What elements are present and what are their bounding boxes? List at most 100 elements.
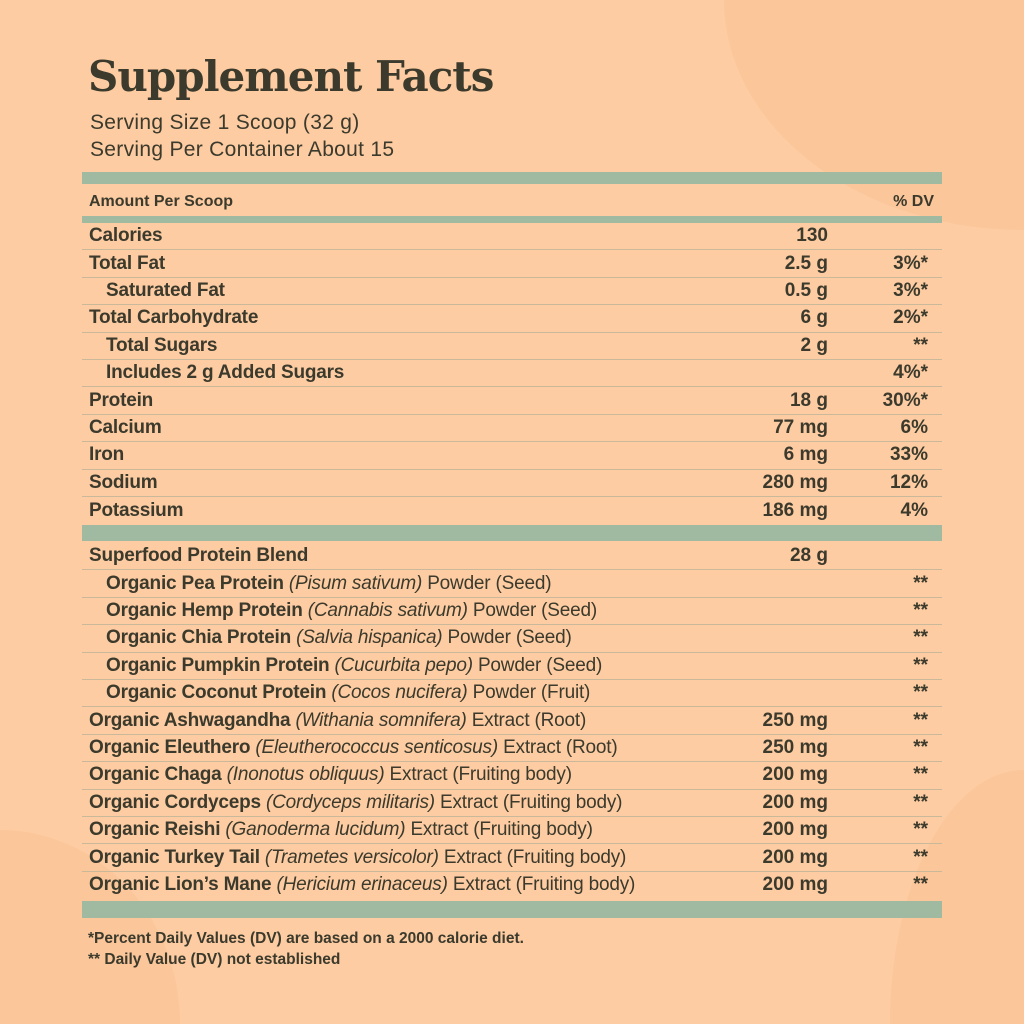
table-row: Calcium 77 mg 6% — [82, 415, 942, 443]
servings-per-container: Serving Per Container About 15 — [90, 138, 395, 161]
ingredient-dv: ** — [913, 736, 928, 758]
nutrient-dv: 6% — [900, 416, 928, 438]
ingredient-label: Organic Eleuthero (Eleutherococcus senti… — [89, 736, 618, 759]
ingredient-dv: ** — [913, 627, 928, 649]
ingredient-amount: 200 mg — [762, 764, 828, 786]
ingredient-label: Organic Lion’s Mane (Hericium erinaceus)… — [89, 874, 635, 896]
nutrient-amount: 2 g — [800, 334, 828, 356]
ingredient-part: Powder (Seed) — [472, 599, 598, 621]
ingredient-label: Organic Turkey Tail (Trametes versicolor… — [89, 847, 626, 869]
ingredient-name: Organic Pumpkin Protein — [106, 654, 330, 676]
ingredient-latin-name: (Cannabis sativum) — [307, 599, 468, 621]
table-row: Superfood Protein Blend 28 g — [82, 543, 942, 571]
ingredient-dv: ** — [913, 572, 928, 594]
nutrient-label: Calcium — [89, 416, 162, 438]
ingredient-name: Organic Turkey Tail — [89, 846, 260, 868]
ingredient-label: Organic Pumpkin Protein (Cucurbita pepo)… — [106, 655, 602, 677]
ingredient-label: Organic Chaga (Inonotus obliquus) Extrac… — [89, 764, 572, 786]
ingredient-dv: ** — [913, 764, 928, 786]
ingredient-dv: ** — [913, 846, 928, 868]
ingredient-part: Extract (Root) — [503, 736, 618, 758]
ingredient-part: Powder (Seed) — [447, 627, 572, 649]
ingredient-label: Organic Ashwagandha (Withania somnifera)… — [89, 710, 586, 732]
table-row: Protein 18 g 30%* — [82, 387, 942, 415]
ingredient-label: Organic Cordyceps (Cordyceps militaris) … — [89, 791, 623, 814]
ingredient-latin-name: (Cordyceps militaris) — [265, 791, 435, 813]
ingredient-name: Organic Reishi — [89, 819, 221, 841]
nutrient-label: Protein — [89, 389, 154, 411]
nutrient-amount: 280 mg — [762, 471, 828, 493]
table-header: Amount Per Scoop % DV — [82, 188, 942, 216]
divider-band — [82, 172, 942, 184]
ingredient-label: Organic Chia Protein (Salvia hispanica) … — [106, 627, 572, 649]
ingredient-latin-name: (Inonotus obliquus) — [226, 764, 385, 786]
ingredient-dv: ** — [913, 874, 928, 896]
ingredient-part: Extract (Fruiting body) — [452, 874, 636, 896]
table-row: Total Carbohydrate 6 g 2%* — [82, 305, 942, 333]
table-row: Organic Chia Protein (Salvia hispanica) … — [82, 625, 942, 653]
ingredient-name: Organic Pea Protein — [106, 572, 284, 594]
nutrient-label: Total Carbohydrate — [89, 307, 259, 329]
nutrient-dv: 4% — [900, 499, 928, 521]
ingredient-latin-name: (Pisum sativum) — [288, 572, 423, 594]
nutrient-dv: 30%* — [882, 389, 928, 411]
table-row: Sodium 280 mg 12% — [82, 470, 942, 497]
ingredient-dv: ** — [913, 599, 928, 621]
table-row: Organic Eleuthero (Eleutherococcus senti… — [82, 735, 942, 763]
ingredient-latin-name: (Ganoderma lucidum) — [225, 819, 406, 841]
ingredient-dv: ** — [913, 791, 928, 813]
ingredient-name: Organic Ashwagandha — [89, 709, 291, 731]
ingredient-amount: 28 g — [789, 545, 828, 567]
table-row: Total Sugars 2 g ** — [82, 333, 942, 360]
ingredient-part: Extract (Fruiting body) — [410, 819, 593, 841]
table-row: Organic Pea Protein (Pisum sativum) Powd… — [82, 570, 942, 598]
serving-size: Serving Size 1 Scoop (32 g) — [90, 111, 360, 134]
ingredient-dv: ** — [913, 819, 928, 841]
ingredient-label: Organic Hemp Protein (Cannabis sativum) … — [106, 600, 597, 622]
table-row: Total Fat 2.5 g 3%* — [82, 250, 942, 278]
ingredient-dv: ** — [913, 654, 928, 676]
table-row: Organic Hemp Protein (Cannabis sativum) … — [82, 598, 942, 626]
ingredient-label: Superfood Protein Blend — [89, 545, 308, 567]
dv-header: % DV — [893, 193, 934, 210]
nutrient-label: Includes 2 g Added Sugars — [106, 362, 345, 384]
ingredient-name: Organic Chaga — [89, 764, 222, 786]
ingredient-latin-name: (Eleutherococcus senticosus) — [255, 736, 498, 758]
ingredient-name: Superfood Protein Blend — [89, 545, 309, 567]
ingredient-latin-name: (Trametes versicolor) — [264, 846, 439, 868]
ingredient-latin-name: (Withania somnifera) — [295, 709, 467, 731]
nutrient-amount: 130 — [796, 225, 828, 247]
nutrient-dv: 12% — [889, 471, 928, 493]
ingredient-latin-name: (Cocos nucifera) — [331, 682, 468, 704]
ingredient-part: Extract (Fruiting body) — [443, 846, 627, 868]
ingredient-amount: 200 mg — [762, 874, 828, 896]
footnote-dv: *Percent Daily Values (DV) are based on … — [88, 930, 524, 947]
ingredient-part: Powder (Seed) — [427, 572, 552, 594]
ingredient-name: Organic Hemp Protein — [106, 599, 303, 621]
table-row: Organic Coconut Protein (Cocos nucifera)… — [82, 680, 942, 708]
table-row: Saturated Fat 0.5 g 3%* — [82, 278, 942, 306]
ingredient-part: Extract (Root) — [471, 709, 587, 731]
nutrient-dv: ** — [913, 334, 928, 356]
table-row: Organic Ashwagandha (Withania somnifera)… — [82, 707, 942, 735]
page-title: Supplement Facts — [88, 52, 494, 101]
ingredient-dv: ** — [913, 709, 928, 731]
ingredient-latin-name: (Hericium erinaceus) — [276, 874, 448, 896]
table-row: Organic Pumpkin Protein (Cucurbita pepo)… — [82, 653, 942, 680]
nutrient-amount: 0.5 g — [784, 279, 828, 301]
nutrient-label: Sodium — [89, 471, 158, 493]
amount-header: Amount Per Scoop — [89, 193, 234, 210]
ingredient-name: Organic Coconut Protein — [106, 682, 327, 704]
nutrient-amount: 186 mg — [762, 499, 828, 521]
table-row: Organic Lion’s Mane (Hericium erinaceus)… — [82, 872, 942, 899]
divider-band — [82, 525, 942, 541]
ingredient-part: Powder (Seed) — [477, 654, 603, 676]
nutrient-dv: 3%* — [893, 252, 928, 274]
nutrient-label: Calories — [89, 225, 163, 247]
ingredient-amount: 200 mg — [762, 791, 828, 813]
ingredient-amount: 200 mg — [762, 819, 828, 841]
nutrient-label: Potassium — [89, 499, 184, 521]
footnote-not-established: ** Daily Value (DV) not established — [88, 951, 341, 968]
table-row: Organic Turkey Tail (Trametes versicolor… — [82, 844, 942, 872]
nutrient-dv: 4%* — [893, 362, 928, 384]
